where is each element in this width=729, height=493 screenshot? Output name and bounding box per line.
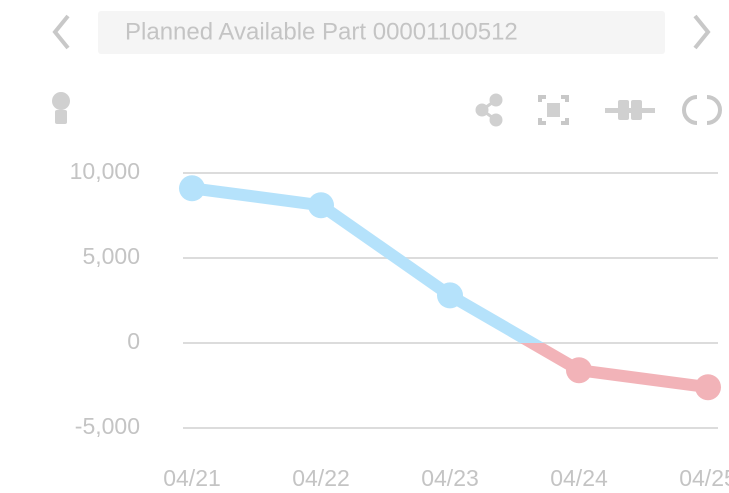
share-icon[interactable] (475, 93, 503, 127)
fit-icon[interactable] (538, 95, 569, 125)
x-tick-label: 04/23 (421, 465, 479, 491)
point (437, 282, 463, 309)
point (566, 357, 592, 384)
y-tick-label: 10,000 (70, 158, 140, 184)
refresh-icon[interactable] (682, 95, 722, 125)
x-tick-label: 04/21 (163, 465, 221, 491)
previous-button[interactable] (52, 14, 70, 50)
y-tick-label: 5,000 (82, 243, 140, 269)
x-tick-label: 04/24 (550, 465, 608, 491)
title-box (98, 11, 665, 54)
connect-icon[interactable] (605, 100, 655, 120)
x-tick-label: 04/22 (292, 465, 350, 491)
point (179, 175, 205, 202)
point (695, 374, 721, 401)
lightbulb-icon[interactable] (52, 92, 70, 124)
title: Planned Available Part 00001100512 (125, 18, 518, 45)
point (308, 192, 334, 219)
next-button[interactable] (693, 14, 711, 50)
y-tick-label: -5,000 (75, 413, 140, 439)
y-tick-label: 0 (127, 328, 140, 354)
x-tick-label: 04/25 (679, 465, 729, 491)
